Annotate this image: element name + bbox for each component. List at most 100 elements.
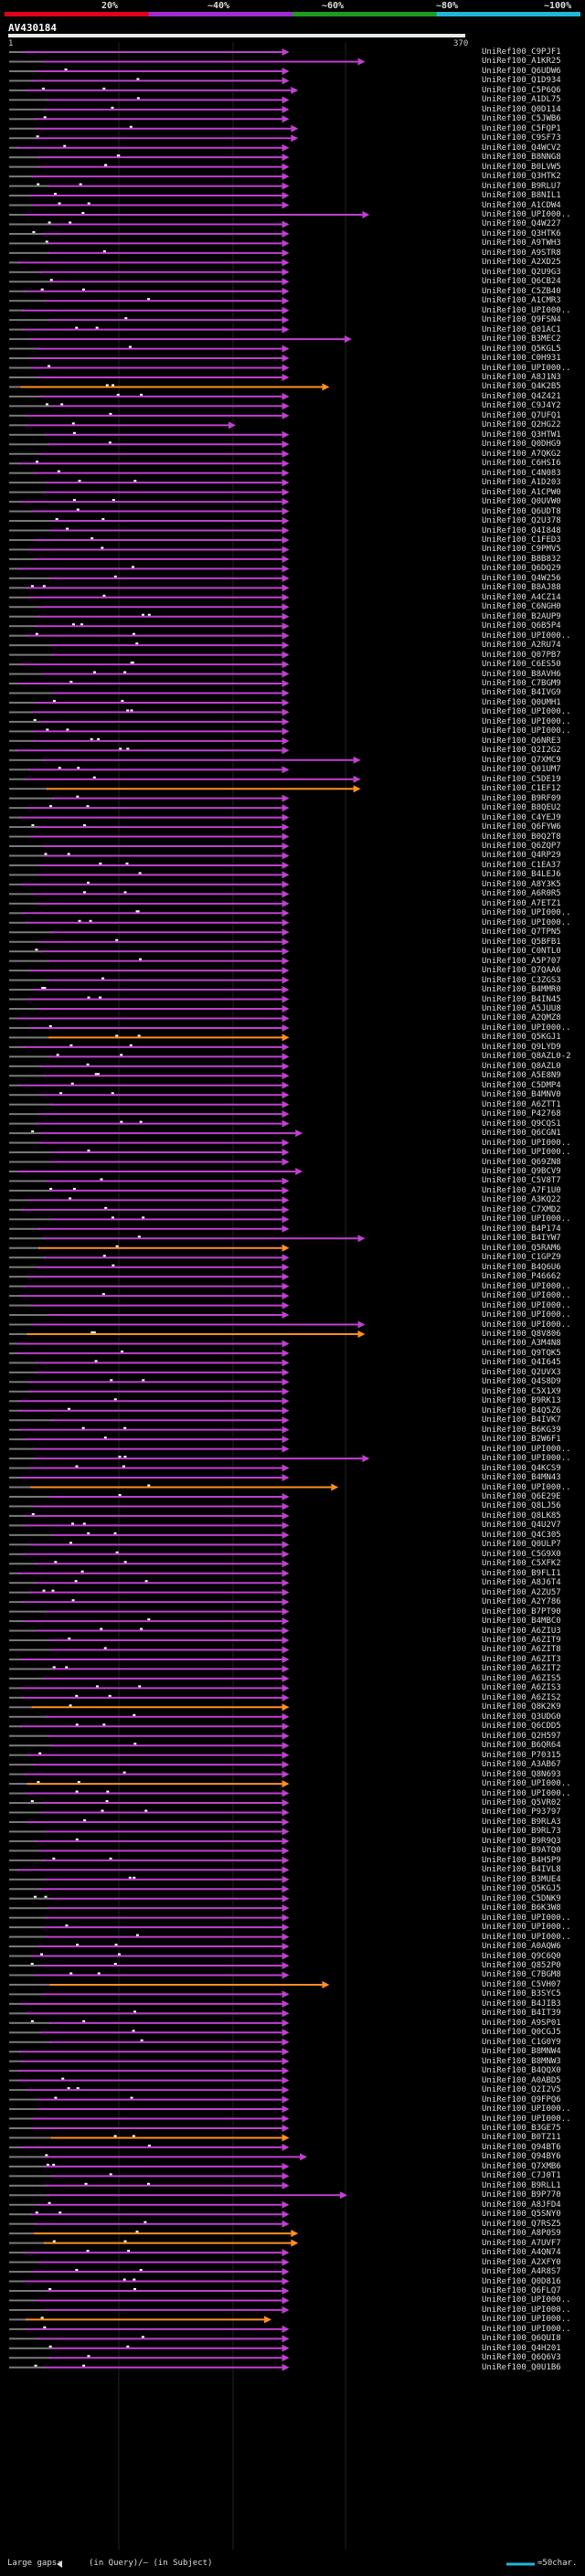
hit-label[interactable]: UniRef100_A2QMZ8 [482, 1013, 561, 1023]
hit-label[interactable]: UniRef100_C4N083 [482, 468, 561, 478]
hit-label[interactable]: UniRef100_Q4W256 [482, 573, 561, 583]
hit-label[interactable]: UniRef100_UPI000.. [482, 1310, 571, 1320]
hit-label[interactable]: UniRef100_B4Q5Z6 [482, 1405, 561, 1415]
hit-label[interactable]: UniRef100_B8B832 [482, 554, 561, 564]
hit-label[interactable]: UniRef100_Q0DHG9 [482, 440, 561, 450]
hit-label[interactable]: UniRef100_A4R8S7 [482, 2267, 561, 2277]
hit-label[interactable]: UniRef100_B4MN43 [482, 1473, 561, 1483]
hit-label[interactable]: UniRef100_B4MMR0 [482, 985, 561, 995]
hit-label[interactable]: UniRef100_Q0ULP7 [482, 1540, 561, 1550]
hit-label[interactable]: UniRef100_Q5RAM6 [482, 1243, 561, 1253]
hit-label[interactable]: UniRef100_Q94BY6 [482, 2152, 561, 2162]
hit-label[interactable]: UniRef100_UPI000.. [482, 726, 571, 737]
hit-label[interactable]: UniRef100_UPI000.. [482, 908, 571, 918]
hit-label[interactable]: UniRef100_Q5KGL5 [482, 344, 561, 354]
hit-label[interactable]: UniRef100_Q6ZQP7 [482, 842, 561, 851]
hit-label[interactable]: UniRef100_A2ZU57 [482, 1587, 561, 1597]
hit-label[interactable]: UniRef100_Q6FLQ7 [482, 2285, 561, 2295]
hit-label[interactable]: UniRef100_B0LVW5 [482, 162, 561, 172]
hit-label[interactable]: UniRef100_Q9FSN4 [482, 315, 561, 325]
hit-label[interactable]: UniRef100_A5JUU8 [482, 1004, 561, 1013]
hit-label[interactable]: UniRef100_UPI000.. [482, 1444, 571, 1454]
hit-label[interactable]: UniRef100_Q9BCV9 [482, 1166, 561, 1176]
hit-label[interactable]: UniRef100_C7BGM8 [482, 1970, 561, 1980]
hit-label[interactable]: UniRef100_A6ZIT9 [482, 1636, 561, 1646]
hit-label[interactable]: UniRef100_UPI000.. [482, 1148, 571, 1158]
hit-label[interactable]: UniRef100_A9STR8 [482, 248, 561, 258]
hit-label[interactable]: UniRef100_Q3HTK2 [482, 172, 561, 182]
hit-label[interactable]: UniRef100_A2XD25 [482, 258, 561, 268]
hit-label[interactable]: UniRef100_B9ATQ0 [482, 1846, 561, 1856]
hit-label[interactable]: UniRef100_B9RL73 [482, 1827, 561, 1837]
hit-label[interactable]: UniRef100_B2W6F1 [482, 1435, 561, 1445]
hit-label[interactable]: UniRef100_Q2I2V5 [482, 2085, 561, 2095]
hit-label[interactable]: UniRef100_B4IYW7 [482, 1234, 561, 1244]
hit-label[interactable]: UniRef100_C5V8T7 [482, 1176, 561, 1186]
hit-label[interactable]: UniRef100_Q6Q6V3 [482, 2353, 561, 2363]
hit-label[interactable]: UniRef100_Q3HTK6 [482, 228, 561, 239]
hit-label[interactable]: UniRef100_C9SF73 [482, 133, 561, 143]
hit-label[interactable]: UniRef100_Q01AC1 [482, 324, 561, 334]
hit-label[interactable]: UniRef100_P46662 [482, 1272, 561, 1282]
hit-label[interactable]: UniRef100_UPI000.. [482, 716, 571, 726]
hit-label[interactable]: UniRef100_A9TWH3 [482, 239, 561, 249]
hit-label[interactable]: UniRef100_B0TZ11 [482, 2133, 561, 2143]
hit-label[interactable]: UniRef100_Q7XMB6 [482, 2161, 561, 2171]
hit-label[interactable]: UniRef100_UPI000.. [482, 2305, 571, 2315]
hit-label[interactable]: UniRef100_C7J0T1 [482, 2171, 561, 2181]
hit-label[interactable]: UniRef100_Q6DQ29 [482, 564, 561, 574]
hit-label[interactable]: UniRef100_UPI000.. [482, 1138, 571, 1148]
hit-label[interactable]: UniRef100_C6ES50 [482, 660, 561, 670]
hit-label[interactable]: UniRef100_B8AVH6 [482, 669, 561, 679]
hit-label[interactable]: UniRef100_Q4S8D9 [482, 1377, 561, 1387]
hit-label[interactable]: UniRef100_B4MBC0 [482, 1617, 561, 1627]
hit-label[interactable]: UniRef100_C5JWB6 [482, 114, 561, 124]
hit-label[interactable]: UniRef100_Q9C6Q0 [482, 1951, 561, 1961]
hit-label[interactable]: UniRef100_A8JFD4 [482, 2200, 561, 2210]
hit-label[interactable]: UniRef100_Q0UVW0 [482, 497, 561, 507]
hit-label[interactable]: UniRef100_Q4I645 [482, 1358, 561, 1368]
hit-label[interactable]: UniRef100_C9PMV5 [482, 545, 561, 555]
hit-label[interactable]: UniRef100_C1EF12 [482, 784, 561, 794]
hit-label[interactable]: UniRef100_P70315 [482, 1750, 561, 1760]
hit-label[interactable]: UniRef100_A2RU74 [482, 641, 561, 651]
hit-label[interactable]: UniRef100_Q7TPN5 [482, 928, 561, 938]
hit-label[interactable]: UniRef100_UPI000.. [482, 1454, 571, 1464]
hit-label[interactable]: UniRef100_UPI000.. [482, 2104, 571, 2115]
hit-label[interactable]: UniRef100_C4YEJ9 [482, 812, 561, 822]
hit-label[interactable]: UniRef100_Q4KCS9 [482, 1463, 561, 1473]
hit-label[interactable]: UniRef100_Q6QUI8 [482, 2334, 561, 2344]
hit-label[interactable]: UniRef100_C5ZB40 [482, 286, 561, 296]
hit-label[interactable]: UniRef100_C1FED3 [482, 535, 561, 545]
hit-label[interactable]: UniRef100_A1KR25 [482, 57, 561, 67]
hit-label[interactable]: UniRef100_A8J1N3 [482, 372, 561, 382]
hit-label[interactable]: UniRef100_Q7UFQ1 [482, 410, 561, 420]
hit-label[interactable]: UniRef100_A4CZ14 [482, 592, 561, 602]
hit-label[interactable]: UniRef100_A3AB67 [482, 1760, 561, 1770]
hit-label[interactable]: UniRef100_A7QKG2 [482, 449, 561, 459]
hit-label[interactable]: UniRef100_C0H931 [482, 354, 561, 364]
hit-label[interactable]: UniRef100_UPI000.. [482, 1913, 571, 1923]
hit-label[interactable]: UniRef100_Q8LK85 [482, 1511, 561, 1521]
hit-label[interactable]: UniRef100_C5G9X0 [482, 1549, 561, 1559]
hit-label[interactable]: UniRef100_A8P0S9 [482, 2229, 561, 2239]
hit-label[interactable]: UniRef100_B2AUP9 [482, 611, 561, 621]
hit-label[interactable]: UniRef100_A1D203 [482, 478, 561, 488]
hit-label[interactable]: UniRef100_Q3HTW1 [482, 429, 561, 440]
hit-label[interactable]: UniRef100_B8NIL1 [482, 191, 561, 201]
hit-label[interactable]: UniRef100_B9RLU7 [482, 181, 561, 191]
hit-label[interactable]: UniRef100_A5E8N9 [482, 1071, 561, 1081]
hit-label[interactable]: UniRef100_B3MUE4 [482, 1874, 561, 1884]
hit-label[interactable]: UniRef100_UPI000.. [482, 2315, 571, 2325]
hit-label[interactable]: UniRef100_A6ZIT2 [482, 1664, 561, 1674]
hit-label[interactable]: UniRef100_UPI000.. [482, 1923, 571, 1933]
hit-label[interactable]: UniRef100_A3KQ22 [482, 1195, 561, 1205]
hit-label[interactable]: UniRef100_UPI000.. [482, 209, 571, 219]
hit-label[interactable]: UniRef100_Q8V806 [482, 1329, 561, 1339]
hit-label[interactable]: UniRef100_Q2UVX3 [482, 1367, 561, 1377]
hit-label[interactable]: UniRef100_B7PT90 [482, 1606, 561, 1617]
hit-label[interactable]: UniRef100_Q852P0 [482, 1961, 561, 1970]
hit-label[interactable]: UniRef100_UPI000.. [482, 363, 571, 373]
hit-label[interactable]: UniRef100_C9J4Y2 [482, 401, 561, 411]
hit-label[interactable]: UniRef100_C3ZGS3 [482, 975, 561, 985]
